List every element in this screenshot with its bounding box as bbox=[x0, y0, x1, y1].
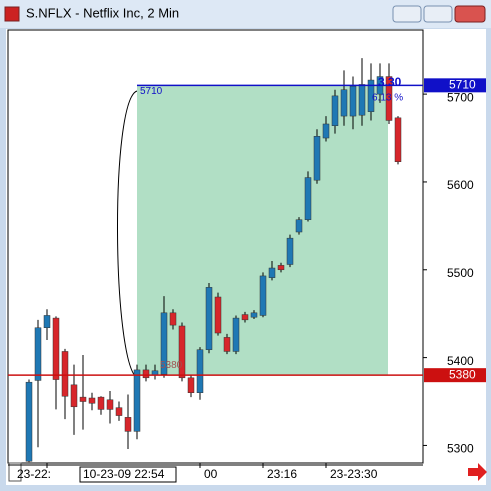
x-tick-label: 23:16 bbox=[267, 467, 297, 481]
candle-body bbox=[286, 237, 294, 265]
candle-body bbox=[160, 312, 168, 375]
zone-bracket bbox=[117, 90, 138, 379]
candle-body bbox=[295, 219, 303, 233]
x-tick-label: 23-23:30 bbox=[330, 467, 378, 481]
x-tick-label: 00 bbox=[204, 467, 218, 481]
window-icon[interactable] bbox=[4, 6, 20, 22]
candle-body bbox=[43, 315, 51, 328]
y-tick-label: 5700 bbox=[447, 90, 474, 104]
candle-body bbox=[133, 369, 141, 432]
candle-body bbox=[79, 396, 87, 402]
candle-body bbox=[268, 267, 276, 278]
level-label: 5380 bbox=[160, 360, 183, 371]
candle-body bbox=[331, 95, 339, 126]
maximize-button[interactable] bbox=[423, 5, 453, 23]
candle-body bbox=[340, 89, 348, 117]
price-marker bbox=[424, 368, 486, 383]
candle-body bbox=[214, 296, 222, 334]
candle-body bbox=[124, 417, 132, 432]
candle-body bbox=[115, 407, 123, 416]
scroll-handle[interactable] bbox=[8, 462, 22, 482]
x-tick-label: 23-22: bbox=[17, 467, 51, 481]
cursor-label: 10-23-09 22:54 bbox=[83, 467, 165, 481]
price-marker bbox=[424, 78, 486, 93]
y-tick-label: 5400 bbox=[447, 354, 474, 368]
minimize-button[interactable] bbox=[392, 5, 422, 23]
candle-body bbox=[367, 79, 375, 112]
y-tick-label: 5300 bbox=[447, 442, 474, 456]
candle-body bbox=[241, 314, 249, 321]
candle-body bbox=[61, 351, 69, 397]
candle-body bbox=[178, 325, 186, 379]
candle-body bbox=[304, 177, 312, 220]
candle-body bbox=[250, 312, 258, 318]
candle-body bbox=[349, 85, 357, 117]
y-tick-label: 5600 bbox=[447, 178, 474, 192]
scroll-arrow[interactable] bbox=[468, 463, 487, 481]
candle-body bbox=[169, 312, 177, 326]
annotation: 6.13 % bbox=[372, 93, 403, 104]
candle-body bbox=[313, 136, 321, 181]
candle-body bbox=[385, 76, 393, 121]
candle-body bbox=[106, 399, 114, 410]
candle-body bbox=[277, 265, 285, 271]
level-label: 5710 bbox=[140, 86, 163, 97]
candle-body bbox=[223, 337, 231, 352]
y-tick-label: 5500 bbox=[447, 266, 474, 280]
candle-body bbox=[187, 377, 195, 393]
candle-body bbox=[322, 123, 330, 139]
candle-body bbox=[259, 275, 267, 316]
profit-zone bbox=[137, 85, 388, 376]
candle-body bbox=[88, 397, 96, 404]
candle-body bbox=[34, 327, 42, 381]
candle-body bbox=[232, 317, 240, 352]
candle-body bbox=[358, 84, 366, 116]
candle-body bbox=[97, 396, 105, 410]
candle-body bbox=[52, 317, 60, 380]
candle-body bbox=[142, 369, 150, 379]
candle-body bbox=[205, 287, 213, 350]
candle-body bbox=[196, 349, 204, 393]
annotation: 3.30 bbox=[378, 75, 402, 89]
price-marker-label: 5710 bbox=[449, 78, 476, 92]
candle-body bbox=[25, 381, 33, 462]
candle-body bbox=[70, 384, 78, 408]
window-title: S.NFLX - Netflix Inc, 2 Min bbox=[26, 5, 179, 20]
candle-body bbox=[394, 117, 402, 162]
price-marker-label: 5380 bbox=[449, 367, 476, 381]
close-button[interactable] bbox=[454, 5, 486, 23]
cursor-label-box bbox=[79, 466, 177, 483]
